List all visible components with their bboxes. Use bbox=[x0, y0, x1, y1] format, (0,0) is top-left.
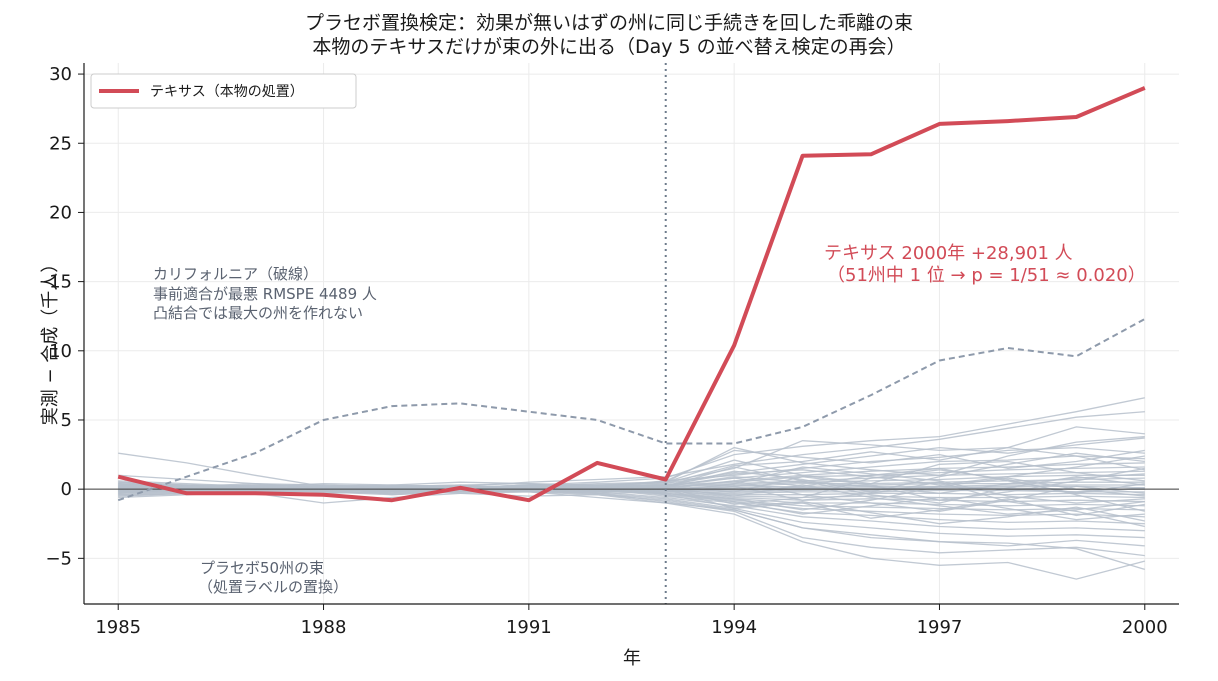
placebo-lines bbox=[118, 397, 1145, 580]
y-tick-label-15: 15 bbox=[49, 272, 72, 293]
y-tick-label-10: 10 bbox=[49, 341, 72, 362]
legend: テキサス（本物の処置） bbox=[90, 73, 357, 109]
tick-labels: 1985 1988 1991 1994 1997 2000 −5 0 5 10 15 20 25 30 bbox=[45, 64, 1167, 638]
x-tick-label-2000: 2000 bbox=[1122, 617, 1168, 638]
y-tick-label-0: 0 bbox=[61, 479, 72, 500]
y-tick-label-5: 5 bbox=[61, 410, 72, 431]
x-tick-label-1985: 1985 bbox=[95, 617, 141, 638]
series-line-texas bbox=[117, 86, 1146, 503]
chart-title-line-1: プラセボ置換検定：効果が無いはずの州に同じ手続きを回した乖離の束 bbox=[305, 12, 913, 34]
y-tick-label--5: −5 bbox=[45, 548, 72, 569]
placebo-line-49 bbox=[118, 484, 1145, 493]
x-axis-label: 年 bbox=[623, 648, 641, 669]
x-tick-label-1994: 1994 bbox=[711, 617, 757, 638]
chart-title-line-2: 本物のテキサスだけが束の外に出る（Day 5 の並べ替え検定の再会） bbox=[312, 36, 905, 58]
placebo-annotation-line-1: プラセボ50州の束 bbox=[200, 559, 324, 577]
x-tick-label-1991: 1991 bbox=[506, 617, 552, 638]
texas-annotation-line-2: （51州中 1 位 → p = 1/51 ≈ 0.020） bbox=[827, 265, 1146, 286]
legend-label-texas: テキサス（本物の処置） bbox=[150, 84, 304, 100]
placebo-line-42 bbox=[118, 467, 1145, 494]
placebo-line-32 bbox=[118, 459, 1145, 492]
y-tick-label-20: 20 bbox=[49, 202, 72, 223]
placebo-line-36 bbox=[118, 452, 1145, 493]
x-tick-label-1997: 1997 bbox=[917, 617, 963, 638]
placebo-line-29 bbox=[118, 485, 1145, 571]
axes bbox=[83, 63, 1179, 605]
series-line-california bbox=[117, 318, 1146, 502]
y-axis-label: 実測 − 合成（千人） bbox=[40, 255, 61, 426]
california-annotation-line-1: カリフォルニア（破線） bbox=[153, 265, 318, 283]
placebo-line-1 bbox=[118, 397, 1145, 496]
legend-box bbox=[90, 73, 357, 109]
y-tick-label-25: 25 bbox=[49, 133, 72, 154]
grid-lines bbox=[84, 63, 1179, 604]
main-series-lines bbox=[117, 86, 1146, 503]
placebo-line-45 bbox=[118, 435, 1145, 493]
placebo-annotation-line-2: （処置ラベルの置換） bbox=[198, 578, 348, 596]
texas-annotation-line-1: テキサス 2000年 +28,901 人 bbox=[824, 243, 1073, 264]
california-annotation-line-2: 事前適合が最悪 RMSPE 4489 人 bbox=[153, 285, 377, 303]
y-tick-label-30: 30 bbox=[49, 64, 72, 85]
california-annotation-line-3: 凸結合では最大の州を作れない bbox=[153, 304, 363, 322]
placebo-line-46 bbox=[118, 481, 1145, 528]
x-tick-label-1988: 1988 bbox=[301, 617, 347, 638]
placebo-line-47 bbox=[118, 466, 1145, 504]
